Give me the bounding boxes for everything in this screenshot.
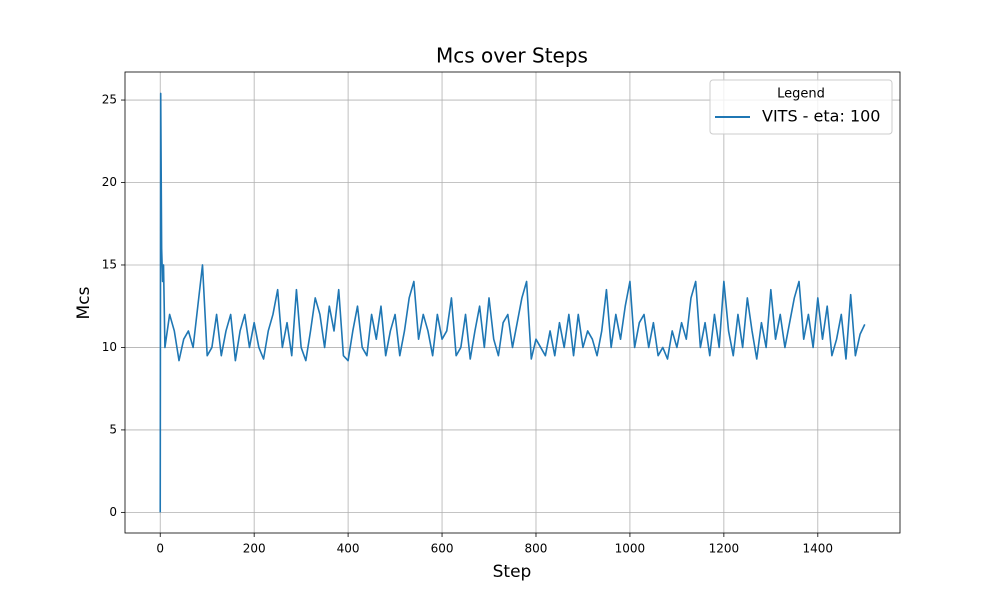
- y-axis-label: Mcs: [74, 286, 94, 319]
- x-tick-label: 0: [156, 542, 164, 556]
- x-axis-label: Step: [493, 562, 532, 582]
- y-tick-label: 5: [109, 422, 117, 436]
- data-line: [159, 92, 866, 513]
- legend-box: [709, 79, 893, 135]
- y-tick-label: 20: [102, 175, 117, 189]
- x-tick-label: 1000: [615, 542, 646, 556]
- chart-title: Mcs over Steps: [436, 44, 588, 68]
- x-tick-label: 200: [243, 542, 266, 556]
- y-tick-label: 10: [102, 340, 117, 354]
- x-tick-label: 600: [431, 542, 454, 556]
- legend-label: VITS - eta: 100: [762, 107, 880, 126]
- legend-title: Legend: [777, 87, 825, 102]
- x-tick-label: 1400: [803, 542, 834, 556]
- y-tick-label: 15: [102, 257, 117, 271]
- y-tick-label: 0: [109, 505, 117, 519]
- plot-frame: [124, 71, 901, 534]
- y-tick-label: 25: [102, 93, 117, 107]
- x-tick-label: 800: [525, 542, 548, 556]
- x-tick-label: 400: [337, 542, 360, 556]
- x-tick-label: 1200: [709, 542, 740, 556]
